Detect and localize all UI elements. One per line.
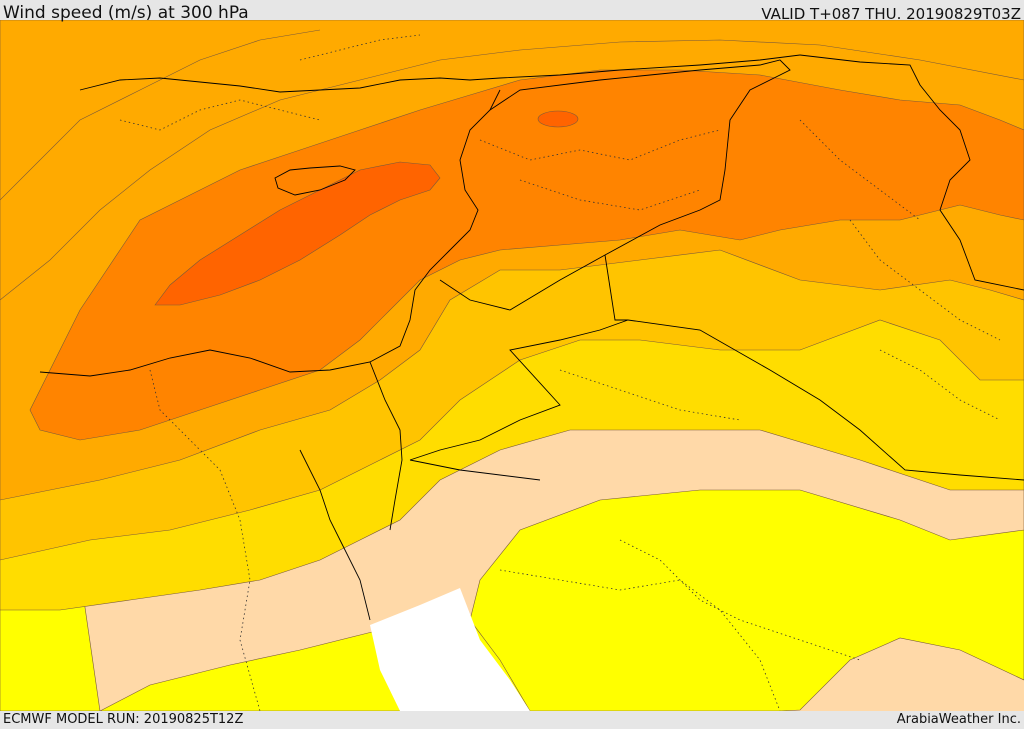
band-jet-core	[154, 161, 441, 306]
wind-speed-map	[0, 20, 1024, 711]
internal-boundaries	[119, 34, 1001, 711]
band-jet-core-spot	[537, 110, 579, 128]
chart-title: Wind speed (m/s) at 300 hPa	[3, 3, 249, 23]
contour-line	[0, 29, 321, 201]
footer-bar	[0, 711, 1024, 729]
valid-time-label: VALID T+087 THU. 20190829T03Z	[761, 5, 1021, 23]
title-bar	[0, 0, 1024, 22]
no-data-sea	[370, 588, 530, 711]
band-dark-orange	[29, 69, 1024, 441]
model-run-label: ECMWF MODEL RUN: 20190825T12Z	[3, 712, 244, 727]
contour-line	[0, 39, 1024, 301]
country-borders	[39, 54, 1024, 621]
credit-label: ArabiaWeather Inc.	[896, 712, 1021, 727]
